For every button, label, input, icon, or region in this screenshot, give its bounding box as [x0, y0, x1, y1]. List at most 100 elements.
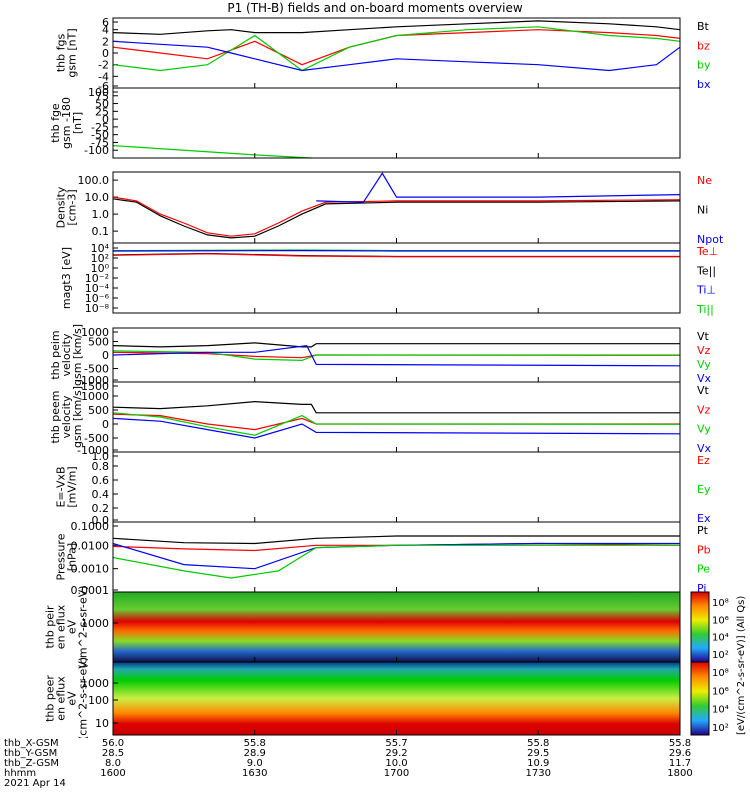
footer-row-label-2: thb_Z-GSM	[4, 758, 59, 769]
panel-9-colorbar	[690, 661, 710, 736]
footer-value-2-3: 10.9	[527, 758, 550, 769]
panel-3-ytick-2: 10⁰	[91, 262, 110, 275]
chart-title: P1 (TH-B) fields and on-board moments ov…	[227, 1, 523, 15]
panel-8-spectrogram	[113, 592, 680, 662]
panel-5-legend-2: Vy	[697, 423, 711, 436]
panel-6-ytick-4: 0.2	[92, 502, 110, 515]
panel-2-ylabel-0: Density	[55, 186, 68, 228]
panel-3-legend-1: Te||	[696, 264, 716, 277]
panel-6-ytick-2: 0.6	[92, 474, 110, 487]
panel-5-legend-1: Vz	[697, 403, 711, 416]
panel-9-colorbar-tick-2: 10⁴	[712, 705, 729, 716]
panel-8-ylabel-0: thb peir	[44, 605, 57, 649]
panel-5-series-Vz-1	[112, 413, 680, 431]
panel-5-series-Vy-2	[112, 412, 681, 436]
panel-1-ytick-5: -25	[91, 121, 109, 134]
panel-2-ytick-1: 10.0	[85, 191, 110, 204]
panel-0-series-Bt-0	[112, 20, 681, 35]
panel-2-legend-0: Ne	[697, 174, 712, 187]
panel-1-ytick-3: 25	[95, 105, 109, 118]
panel-3-legend-0: Te⊥	[696, 245, 718, 258]
panel-0-ytick-6: -6	[98, 80, 109, 93]
panel-4-ytick-0: 1000	[81, 326, 109, 339]
panel-7-legend-2: Pe	[697, 563, 710, 576]
panel-8-colorbar-tick-3: 10²	[712, 650, 729, 661]
panel-1-ylabel-0: thb fge	[49, 103, 62, 143]
panel-5-ylabel-2: gsm [km/s]	[71, 386, 84, 448]
panel-7-frame	[112, 521, 681, 593]
panel-3-ylabel-0: magt3 [eV]	[60, 247, 73, 309]
panel-5-ytick-2: 500	[88, 404, 109, 417]
panel-6-legend-2: Ex	[697, 512, 711, 525]
panel-6-ytick-3: 0.4	[92, 488, 110, 501]
panel-3-legend-3: Ti||	[696, 303, 714, 316]
panel-5-ytick-3: 0	[102, 418, 109, 431]
footer-value-0-0: 56.0	[101, 738, 125, 749]
panel-4-ytick-3: -500	[84, 363, 109, 376]
panel-1-ytick-6: -50	[91, 129, 109, 142]
panel-5-legend-3: Vx	[697, 442, 712, 455]
panel-8-colorbar	[690, 591, 710, 663]
panel-4-series-Vy-2	[112, 350, 680, 362]
panel-7-ytick-0: 0.1000	[71, 520, 110, 533]
footer-row-label-3: hhmm	[4, 768, 37, 779]
panel-7-ytick-2: 0.0010	[71, 563, 110, 576]
panel-4-ylabel-1: velocity	[60, 333, 73, 376]
panel-4-ytick-4: -1000	[77, 374, 109, 387]
panel-0-ytick-3: 0	[102, 47, 109, 60]
panel-3-ytick-5: 10⁻⁶	[85, 292, 110, 305]
panel-5-frame	[112, 381, 681, 453]
panel-9-colorbar-tick-1: 10⁶	[712, 686, 729, 697]
footer-value-2-0: 8.0	[105, 758, 121, 769]
panel-0-ytick-1: 4	[102, 24, 109, 37]
panel-7-ylabel-0: Pressure	[55, 533, 68, 580]
footer-value-2-1: 9.0	[246, 758, 263, 769]
panel-6-ylabel-1: [mV/m]	[66, 466, 79, 507]
panel-6-ytick-5: 0.0	[92, 514, 110, 527]
panel-7-legend-3: Pi	[697, 582, 706, 595]
panel-0-ylabel-0: thb fgs	[55, 34, 68, 73]
panel-9-ytick-0: 1000	[81, 677, 109, 690]
panel-4-series-Vx-3	[112, 344, 681, 367]
panel-2-ylabel-1: [cm-3]	[66, 189, 79, 225]
panel-9-ylabel-0: thb peer	[44, 675, 57, 722]
footer-value-0-1: 55.8	[243, 738, 266, 749]
panel-0-legend-0: Bt	[697, 20, 710, 33]
footer-value-0-2: 55.7	[385, 738, 408, 749]
panel-1-ylabel-2: [nT]	[71, 112, 84, 134]
footer-value-1-3: 29.5	[527, 748, 550, 759]
panel-1-ytick-8: -100	[84, 144, 109, 157]
panel-0-frame	[112, 17, 681, 89]
panel-6-legend-0: Ez	[697, 454, 710, 467]
footer-row-label-1: thb_Y-GSM	[4, 748, 58, 759]
panel-4-ylabel-2: gsm [km/s]	[71, 324, 84, 386]
panel-8-colorbar-tick-0: 10⁸	[712, 598, 729, 609]
panel-8-ytick-0: 1000	[81, 617, 109, 630]
panel-5-ylabel-1: velocity	[60, 395, 73, 438]
panel-4-legend-1: Vz	[697, 344, 711, 357]
footer-value-3-2: 1700	[383, 768, 410, 779]
time-axis-footer: thb_X-GSM 56.0 55.8 55.7 55.8 55.8 thb_Y-GSM 28…	[0, 737, 750, 800]
footer-value-2-4: 11.7	[668, 758, 692, 769]
panel-4-legend-0: Vt	[697, 330, 710, 343]
panel-1-ytick-4: 0	[102, 113, 109, 126]
panel-9-spectrogram	[113, 662, 680, 735]
panel-4-ytick-2: 0	[102, 349, 109, 362]
panel-3-ytick-0: 10⁴	[91, 242, 110, 255]
footer-value-1-2: 29.2	[385, 748, 408, 759]
panel-3-series-Te⊥-3	[112, 253, 680, 258]
panel-9-ylabel-3: (cm^2-s-sr-eV)	[77, 657, 90, 738]
panel-0-ytick-0: 6	[102, 16, 109, 29]
footer-value-0-3: 55.8	[527, 738, 550, 749]
panel-3-ytick-1: 10²	[91, 252, 109, 265]
panel-9-ylabel-1: en eflux	[55, 676, 68, 721]
panel-9-ytick-2: 10	[95, 717, 109, 730]
panel-6-ytick-1: 0.8	[92, 460, 110, 473]
footer-value-3-1: 1630	[242, 768, 268, 779]
panel-9-ytick-1: 100	[88, 694, 109, 707]
panel-6-ylabel-0: E=-VxB	[55, 466, 68, 507]
footer-row-label-0: thb_X-GSM	[4, 738, 59, 749]
panel-7-series-Pb-1	[112, 542, 681, 552]
panel-4-ylabel-0: thb peim	[49, 330, 62, 379]
